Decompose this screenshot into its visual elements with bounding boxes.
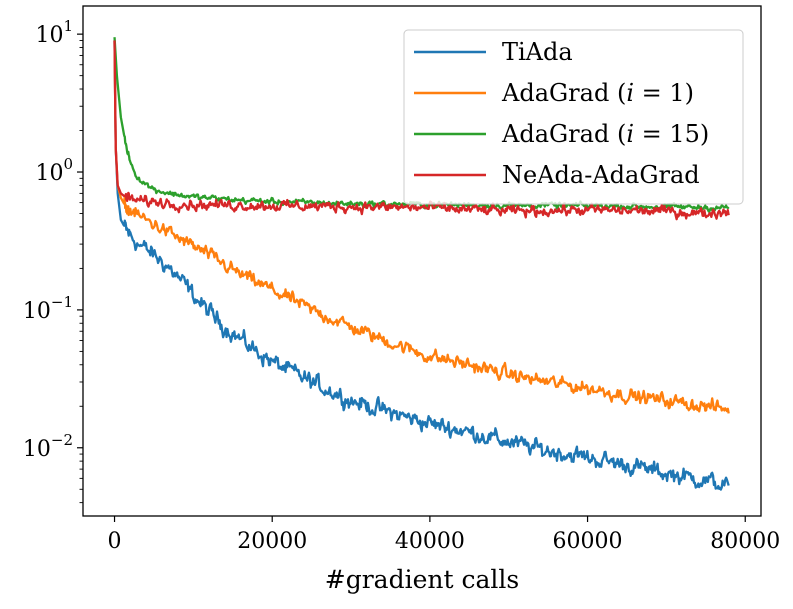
x-tick-label: 80000 [710, 529, 780, 554]
y-tick-base: 10 [35, 23, 63, 48]
legend-label-main: AdaGrad ( [501, 120, 626, 148]
y-tick-exponent: 1 [63, 17, 73, 35]
legend-box [403, 29, 744, 205]
legend-label-rest: = 15) [634, 120, 709, 148]
x-tick-label: 60000 [553, 529, 623, 554]
x-axis-label: #gradient calls [325, 565, 519, 594]
legend-label: NeAda-AdaGrad [502, 161, 700, 189]
legend-label-rest: = 1) [634, 79, 694, 107]
y-tick-base: 10 [23, 437, 51, 462]
y-tick-label: 10−1 [23, 293, 73, 324]
y-tick-label: 10−2 [23, 431, 73, 462]
series-line [113, 40, 730, 414]
y-tick-base: 10 [23, 299, 51, 324]
legend-label-variable: i [626, 79, 634, 107]
legend-label: AdaGrad (i = 1) [501, 79, 694, 107]
legend-label: AdaGrad (i = 15) [501, 120, 709, 148]
x-tick-label: 0 [108, 529, 122, 554]
plot-frame [82, 5, 762, 517]
x-tick-label: 40000 [395, 529, 465, 554]
legend-label: TiAda [502, 38, 573, 66]
series-line [113, 40, 730, 491]
y-tick-label: 101 [35, 17, 73, 48]
y-tick-exponent: 0 [63, 155, 73, 173]
y-tick-exponent: −2 [51, 431, 73, 449]
y-tick-base: 10 [35, 161, 63, 186]
series-line [113, 40, 730, 221]
y-tick-label: 100 [35, 155, 73, 186]
x-tick-label: 20000 [237, 529, 307, 554]
y-tick-exponent: −1 [51, 293, 73, 311]
legend-label-variable: i [626, 120, 634, 148]
legend-label-main: AdaGrad ( [501, 79, 626, 107]
